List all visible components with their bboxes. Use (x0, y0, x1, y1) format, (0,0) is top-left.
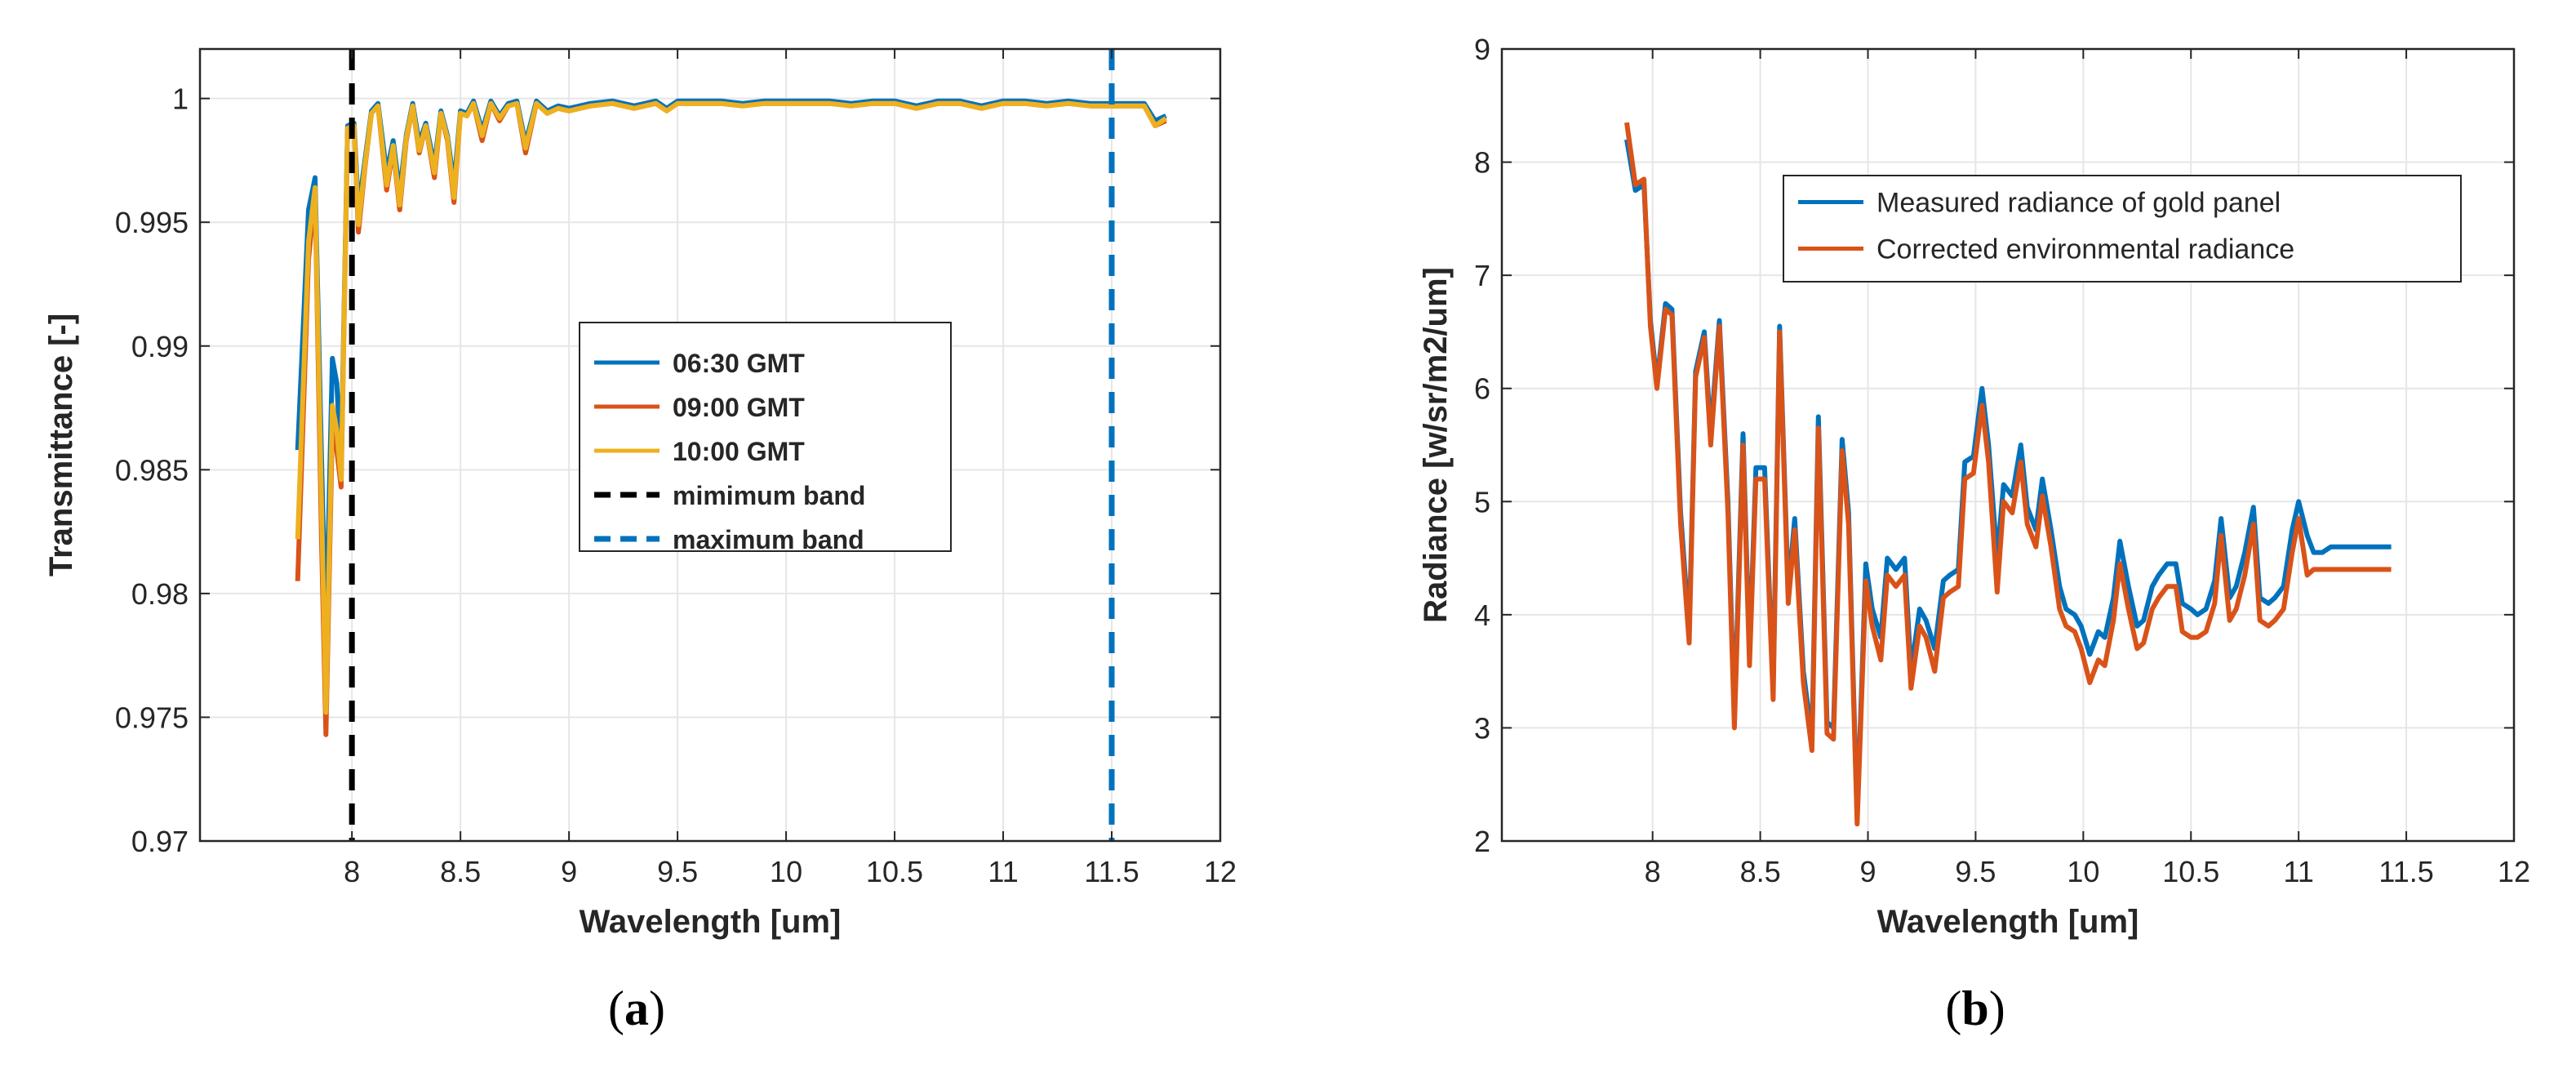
panel-a-axes-box (198, 47, 1222, 843)
legend-label-3: mimimum band (673, 481, 865, 510)
series-line-1 (1624, 122, 2392, 827)
x-tick-label-7: 11.5 (1084, 855, 1139, 888)
x-tick-label-5: 10.5 (2162, 855, 2219, 888)
y-tick-label-2: 0.98 (131, 577, 189, 611)
legend-label-0: 06:30 GMT (673, 349, 805, 378)
panel-b-caption: (b) (1945, 981, 2005, 1035)
panel-a-legend: 06:30 GMT 09:00 GMT 10:00 GMT mimimum band m… (579, 322, 952, 554)
x-tick-label-1: 8.5 (440, 855, 481, 888)
x-tick-label-7: 11.5 (2378, 855, 2433, 888)
legend-label-0: Measured radiance of gold panel (1876, 188, 2281, 219)
y-tick-label-6: 1 (172, 82, 189, 116)
panel-a-caption-letter: a (624, 981, 649, 1035)
panel-b-chart: 8 8.5 9 9.5 10 10.5 11 11.5 1223456789Wavelength… (1418, 33, 2530, 940)
legend-label-4: maximum band (673, 525, 864, 554)
panel-a-caption: (a) (608, 981, 665, 1035)
y-tick-label-1: 3 (1474, 711, 1490, 745)
legend-box (1783, 175, 2462, 283)
y-tick-label-3: 5 (1474, 485, 1490, 518)
x-tick-label-3: 9.5 (657, 855, 698, 888)
x-tick-label-2: 9 (1859, 855, 1876, 888)
legend-label-2: 10:00 GMT (673, 437, 805, 466)
y-tick-label-5: 7 (1474, 259, 1490, 292)
panel-b-caption-letter: b (1961, 981, 1988, 1035)
x-tick-label-4: 10 (770, 855, 802, 888)
y-tick-label-4: 0.99 (131, 330, 189, 363)
x-tick-label-0: 8 (1645, 855, 1661, 888)
x-axis-label: Wavelength [um] (580, 904, 842, 940)
y-tick-label-5: 0.995 (115, 206, 189, 239)
x-tick-label-1: 8.5 (1740, 855, 1781, 888)
panel-b-plot-area (1502, 49, 2514, 841)
x-tick-label-3: 9.5 (1955, 855, 1996, 888)
panel-b-legend: Measured radiance of gold panel Corrected… (1783, 175, 2462, 283)
legend-label-1: 09:00 GMT (673, 393, 805, 422)
panel-a-chart: 8 8.5 9 9.5 10 10.5 11 11.5 12 0.97 0.975 0.98 0.985… (43, 47, 1237, 940)
x-tick-label-4: 10 (2067, 855, 2099, 888)
series-line-2 (295, 100, 1168, 715)
y-axis-label: Transmittance [-] (43, 314, 79, 576)
x-tick-label-0: 8 (344, 855, 360, 888)
y-tick-label-0: 0.97 (131, 825, 189, 858)
y-tick-label-2: 4 (1474, 599, 1490, 632)
x-tick-label-5: 10.5 (866, 855, 923, 888)
x-tick-label-6: 11 (988, 855, 1018, 888)
y-tick-label-3: 0.985 (115, 453, 189, 487)
panel-b-axes-box (1500, 47, 2516, 843)
x-tick-label-8: 12 (2498, 855, 2530, 888)
x-tick-label-8: 12 (1204, 855, 1237, 888)
y-tick-label-4: 6 (1474, 372, 1490, 406)
legend-label-1: Corrected environmental radiance (1876, 234, 2294, 265)
y-tick-label-6: 8 (1474, 146, 1490, 180)
y-tick-label-0: 2 (1474, 825, 1490, 858)
y-tick-label-7: 9 (1474, 33, 1490, 66)
x-axis-label: Wavelength [um] (1877, 904, 2139, 940)
x-tick-label-2: 9 (561, 855, 577, 888)
y-axis-label: Radiance [w/sr/m2/um] (1418, 267, 1454, 623)
x-tick-label-6: 11 (2283, 855, 2313, 888)
y-tick-label-1: 0.975 (115, 701, 189, 734)
